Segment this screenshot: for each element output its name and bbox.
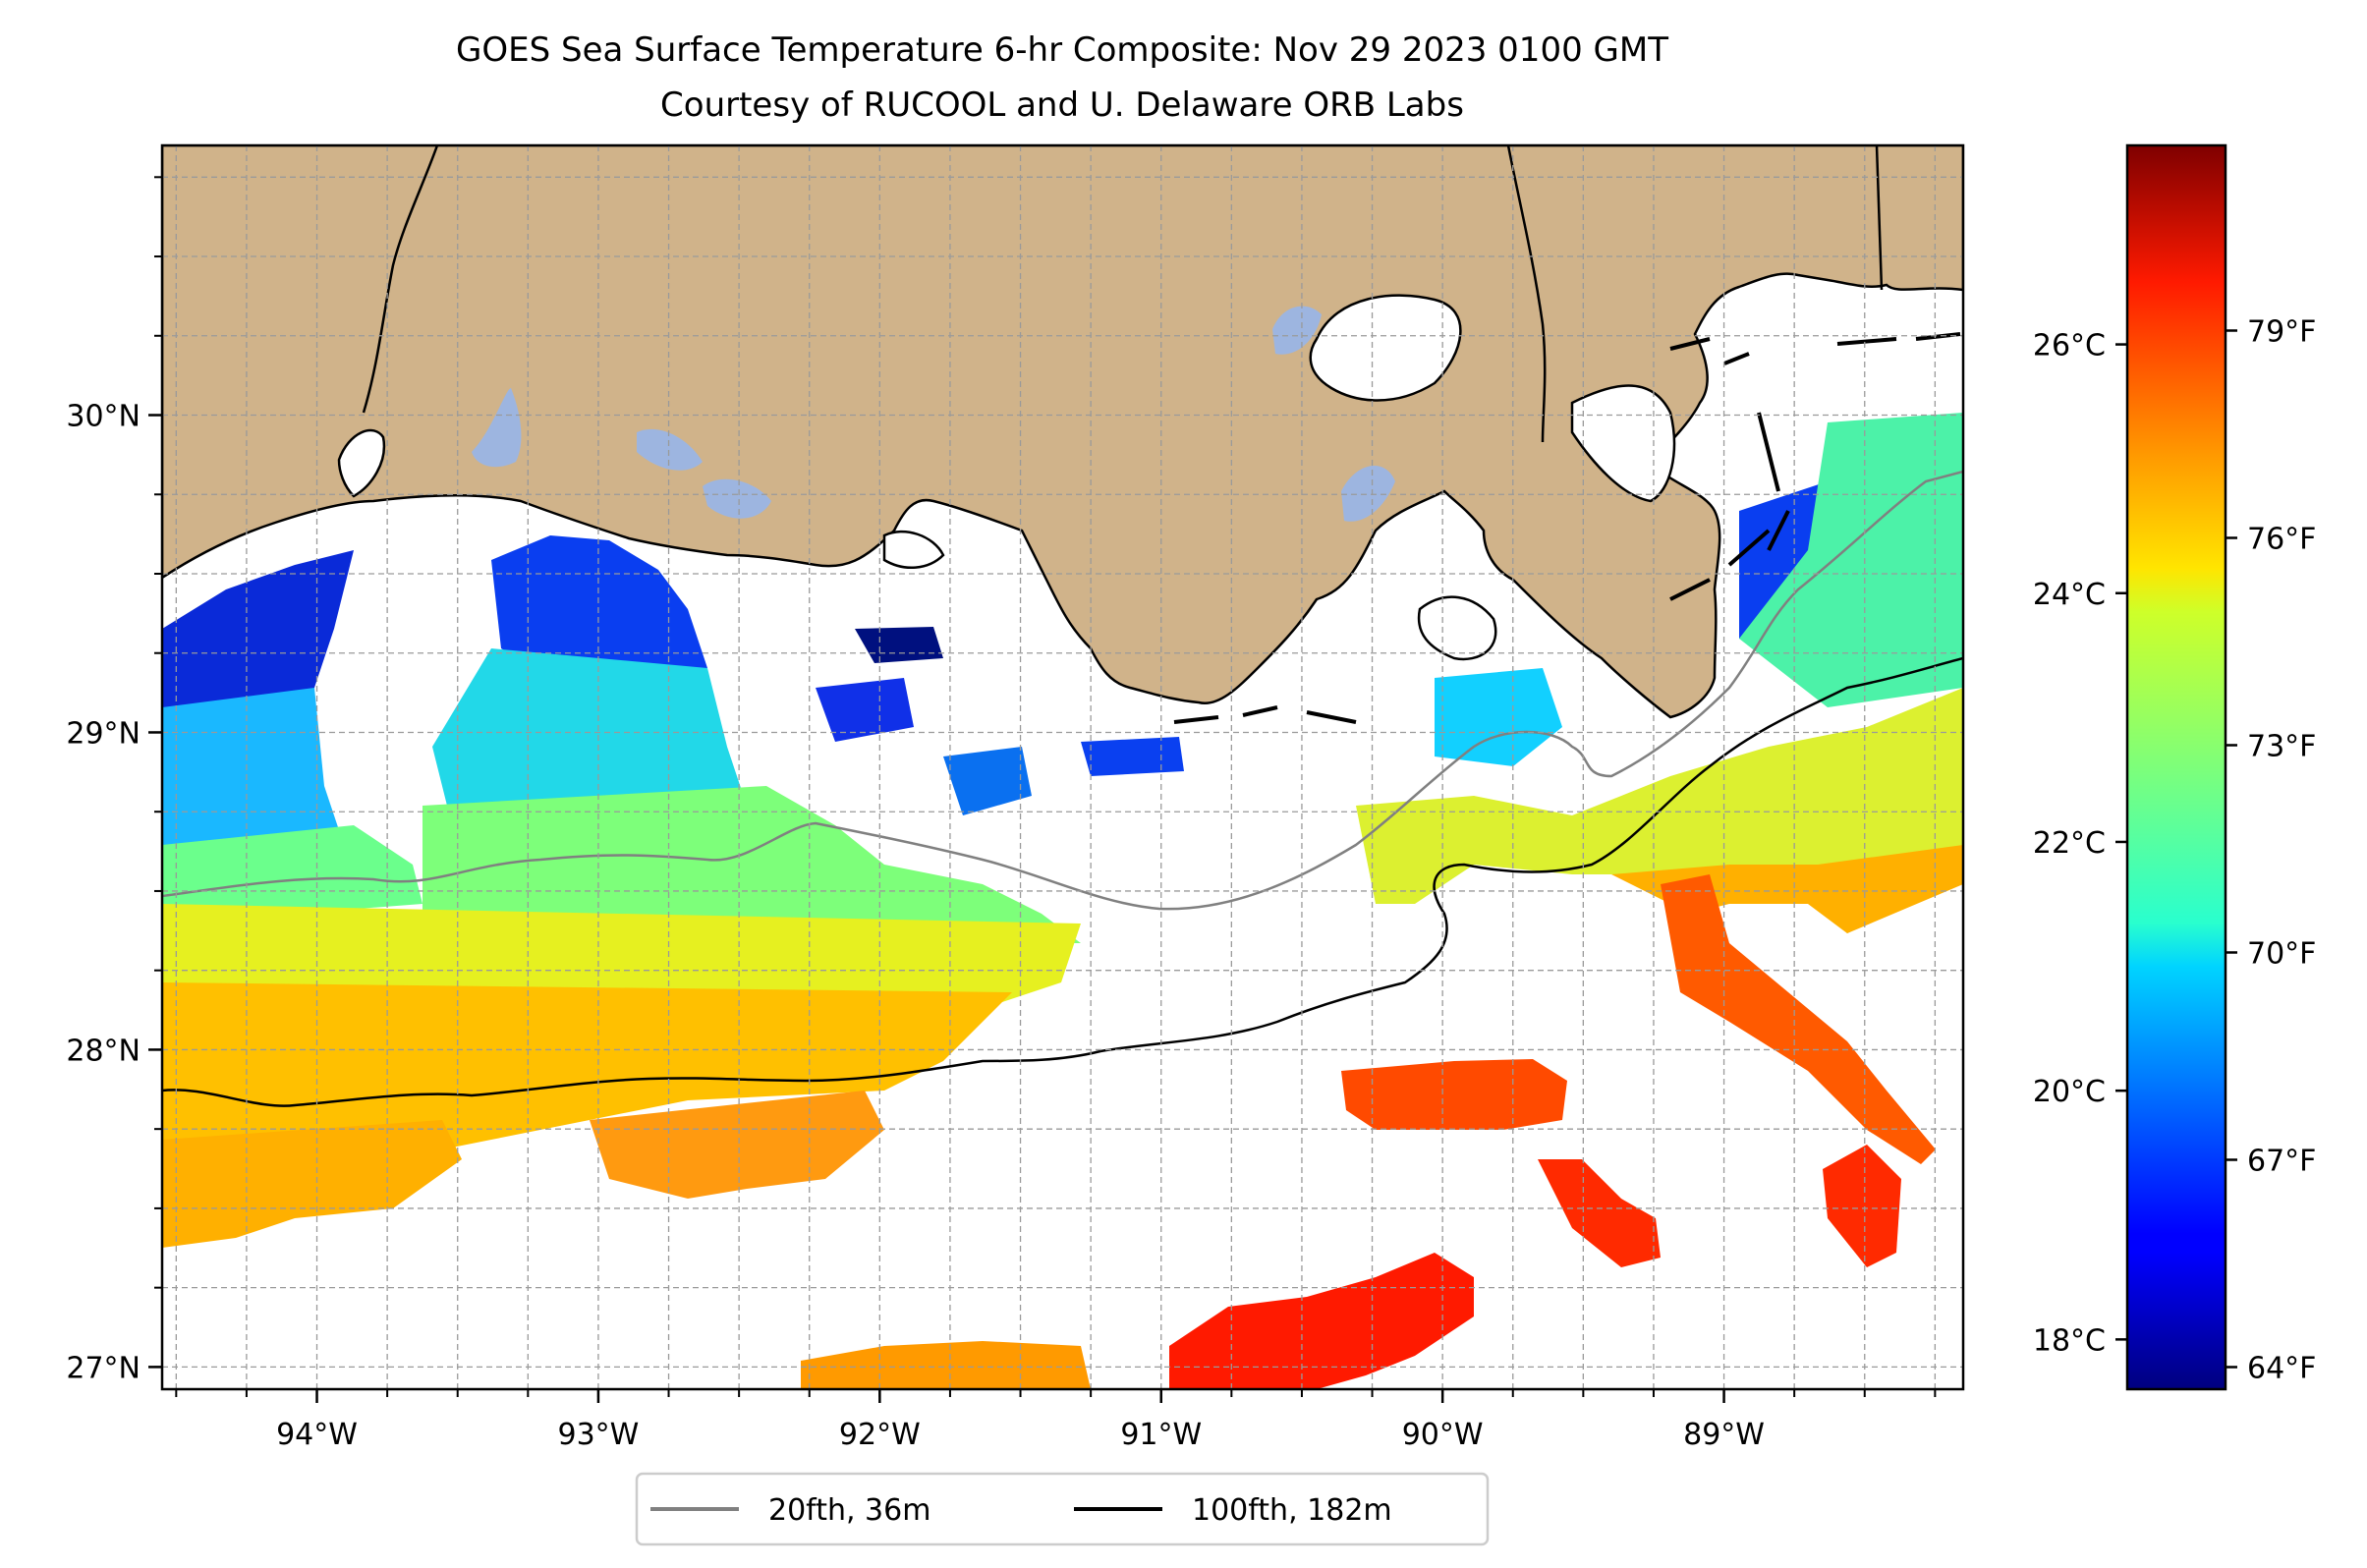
sst-patch-central-cyan [432,648,747,825]
sst-patch-red-2 [1538,1159,1661,1267]
map-frame [160,143,1965,1391]
isobath-100fth [162,656,1963,1107]
sst-patch-blob-5 [1435,668,1562,766]
state-border-ms [1875,145,1884,291]
sst-patch-orange [162,982,1012,1238]
lake-blob-4 [1272,306,1322,355]
colorbar-fahrenheit-label: 79°F [2247,314,2316,349]
calcasieu-lake [337,428,386,498]
sst-patch-red-plume [1661,874,1936,1164]
legend: 20fth, 36m 100fth, 182m [635,1472,1490,1546]
latitude-axis: 30°N 29°N 28°N 27°N [66,176,162,1385]
colorbar-celsius-label: 26°C [2033,329,2106,364]
sst-patch-orange-bottom [801,1341,1091,1389]
colorbar-celsius-label: 18°C [2033,1323,2106,1358]
colorbar-celsius-label: 24°C [2033,578,2106,612]
colorbar-fahrenheit-label: 76°F [2247,522,2316,556]
isobath-20fth [162,470,1963,911]
lat-tick-label: 27°N [66,1351,141,1385]
colorbar-celsius-label: 22°C [2033,826,2106,861]
lon-tick-label: 91°W [1120,1418,1202,1452]
map-title: GOES Sea Surface Temperature 6-hr Compos… [456,30,1668,70]
map-gridlines [162,145,1963,1389]
sst-patch-west-green [162,825,423,924]
colorbar-celsius-label: 20°C [2033,1075,2106,1109]
sst-patch-yellow [162,904,1081,1002]
vermilion-bay [882,530,945,570]
lon-tick-label: 90°W [1402,1418,1484,1452]
lake-blob-5 [1341,465,1395,522]
sst-patch-blob-4 [1081,737,1184,776]
colorbar-fahrenheit-label: 67°F [2247,1144,2316,1178]
colorbar-fahrenheit-label: 73°F [2247,729,2316,763]
lat-tick-label: 30°N [66,400,141,434]
sst-patch-blob-3 [943,747,1032,815]
lake-blob-3 [703,478,771,519]
colorbar: 18°C 20°C 22°C 24°C 26°C 64°F 67°F 70°F 73°F 76°… [2033,143,2316,1391]
legend-label-100fth: 100fth, 182m [1192,1493,1392,1528]
colorbar-fahrenheit-label: 64°F [2247,1351,2316,1385]
map-subtitle: Courtesy of RUCOOL and U. Delaware ORB L… [660,85,1464,125]
map-area [162,145,1963,1389]
sst-patch-orange-fragments [590,1091,884,1199]
colorbar-celsius-ticks: 18°C 20°C 22°C 24°C 26°C [2033,329,2127,1358]
sst-patch-central-green [423,786,1081,943]
terrebonne-bay [1417,595,1497,661]
barrier-islands [1173,332,1961,724]
legend-label-20fth: 20fth, 36m [768,1493,930,1528]
sst-patch-red-4 [1169,1253,1474,1389]
legend-box [635,1472,1490,1546]
sst-patch-west-cyan [162,688,344,865]
sst-patch-red-3 [1823,1145,1901,1267]
longitude-axis: 94°W 93°W 92°W 91°W 90°W 89°W [175,1389,1937,1452]
lake-pontchartrain [1309,294,1462,402]
lon-tick-label: 92°W [839,1418,921,1452]
sst-patch-red-1 [1341,1059,1567,1130]
state-border-tx-la [362,145,439,414]
lat-tick-label: 28°N [66,1034,141,1068]
lake-blob-1 [472,388,522,468]
lon-tick-label: 94°W [276,1418,358,1452]
colorbar-fahrenheit-ticks: 64°F 67°F 70°F 73°F 76°F 79°F [2226,314,2316,1385]
state-border-la-ms [1506,145,1547,443]
sst-patch-blob-2 [816,678,914,742]
sst-patch-blob-1 [855,627,943,663]
lon-tick-label: 89°W [1683,1418,1765,1452]
lat-tick-label: 29°N [66,716,141,751]
colorbar-fahrenheit-label: 70°F [2247,936,2316,971]
sst-patch-east-green [1739,413,1963,707]
sst-data-layer [162,413,1963,1389]
lake-blob-2 [637,428,703,471]
colorbar-bar [2125,143,2227,1391]
lon-tick-label: 93°W [558,1418,640,1452]
